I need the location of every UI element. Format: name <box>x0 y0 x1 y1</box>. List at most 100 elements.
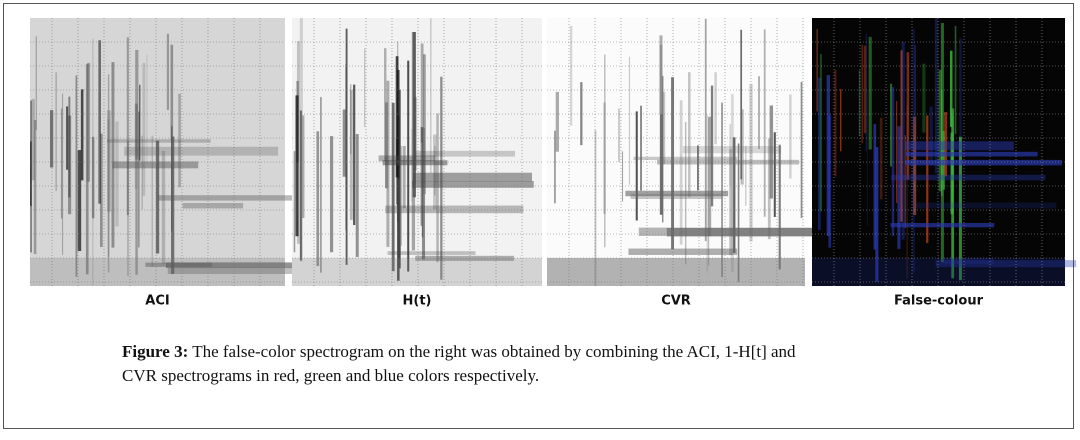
spectrogram-streak <box>697 145 699 191</box>
spectrogram-band <box>891 174 1046 181</box>
figure-panels: ACI H(t) CVR False-colour <box>30 18 1077 309</box>
spectrogram-band <box>414 150 516 157</box>
spectrogram-band <box>387 251 476 255</box>
spectrogram-streak <box>949 50 953 127</box>
figure-caption: Figure 3: The false-color spectrogram on… <box>122 340 812 388</box>
spectrogram-streak <box>950 132 954 215</box>
spectrogram-streak <box>604 54 606 248</box>
spectrogram-streak <box>107 119 110 257</box>
spectrogram-streak <box>897 126 901 249</box>
spectrogram-streak <box>926 115 929 244</box>
spectrogram-streak <box>767 138 771 240</box>
spectrogram-streak <box>944 112 948 177</box>
spectrogram-streak <box>421 126 424 238</box>
spectrogram-streak <box>662 91 666 165</box>
spectrogram-band <box>905 151 1038 157</box>
spectrogram-streak <box>938 69 942 192</box>
spectrogram <box>812 18 1077 286</box>
spectrogram-streak <box>773 132 776 217</box>
spectrogram-streak <box>98 40 101 204</box>
spectrogram-streak <box>68 96 71 198</box>
spectrogram-streak <box>440 76 443 280</box>
spectrogram-streak <box>913 149 915 192</box>
spectrogram-band <box>412 180 534 188</box>
spectrogram-band <box>943 257 994 264</box>
spectrogram-streak <box>430 18 432 174</box>
spectrogram-streak <box>141 135 143 210</box>
spectrogram-band <box>124 146 279 156</box>
spectrogram-streak <box>868 36 872 150</box>
spectrogram-streak <box>142 62 146 196</box>
spectrogram-streak <box>906 52 910 180</box>
spectrogram-band <box>167 267 304 275</box>
spectrogram-streak <box>402 145 406 209</box>
panel-label: ACI <box>145 294 169 309</box>
spectrogram-streak <box>800 81 803 218</box>
spectrogram-streak <box>866 89 868 226</box>
spectrogram-floor <box>30 258 285 286</box>
spectrogram-streak <box>434 145 436 196</box>
spectrogram-streak <box>66 106 69 170</box>
spectrogram-streak <box>364 48 366 128</box>
spectrogram-streak <box>299 18 303 262</box>
spectrogram-streak <box>407 60 410 272</box>
spectrogram-streak <box>863 45 867 134</box>
spectrogram-streak <box>412 32 416 198</box>
spectrogram-streak <box>555 91 560 152</box>
spectrogram-streak <box>420 43 424 143</box>
spectrogram-streak <box>688 72 691 198</box>
spectrogram-streak <box>422 127 426 260</box>
spectrogram-streak <box>126 37 129 216</box>
spectrogram-streak <box>171 136 175 274</box>
spectrogram-streak <box>707 116 712 237</box>
spectrogram-band <box>385 205 524 214</box>
spectrogram-band <box>165 262 315 269</box>
spectrogram-streak <box>350 84 352 155</box>
spectrogram-streak <box>816 28 818 112</box>
spectrogram-streak <box>353 84 356 226</box>
spectrogram-background <box>547 18 805 286</box>
spectrogram-band <box>628 248 738 255</box>
spectrogram-band <box>905 159 1062 166</box>
spectrogram-streak <box>570 25 573 126</box>
spectrogram-streak <box>621 151 624 202</box>
spectrogram-streak <box>865 33 868 152</box>
spectrogram-streak <box>299 110 302 261</box>
spectrogram-streak <box>721 102 723 278</box>
spectrogram-floor <box>292 258 542 286</box>
spectrogram-streak <box>659 35 663 115</box>
spectrogram-streak <box>166 33 170 111</box>
spectrogram-streak <box>580 82 583 146</box>
spectrogram-streak <box>316 131 320 267</box>
spectrogram-streak <box>85 64 89 275</box>
spectrogram-streak <box>819 53 823 212</box>
spectrogram-streak <box>423 54 426 195</box>
spectrogram-streak <box>879 117 883 200</box>
spectrogram-streak <box>679 100 683 245</box>
spectrogram-streak <box>60 108 63 219</box>
spectrogram-streak <box>913 116 917 216</box>
caption-label: Figure 3: <box>122 342 189 361</box>
spectrogram-band <box>413 172 533 182</box>
spectrogram-streak <box>30 100 32 253</box>
spectrogram <box>547 18 830 286</box>
spectrogram-streak <box>436 113 439 263</box>
spectrogram-streak <box>178 93 181 188</box>
spectrogram-streak <box>858 70 861 137</box>
spectrogram-streak <box>75 75 78 277</box>
spectrogram-streak <box>411 129 413 202</box>
spectrogram-streak <box>355 134 359 257</box>
spectrogram-streak <box>891 86 895 237</box>
spectrogram-streak <box>151 135 153 267</box>
spectrogram-streak <box>399 145 402 246</box>
spectrogram-streak <box>170 44 174 140</box>
spectrogram-streak <box>834 69 837 177</box>
spectrogram-streak <box>934 18 938 174</box>
spectrogram-streak <box>420 127 423 226</box>
spectrogram-streak <box>817 77 821 230</box>
spectrogram-band <box>638 227 816 236</box>
spectrogram-streak <box>77 150 82 252</box>
spectrogram-band <box>682 146 782 154</box>
spectrogram-streak <box>345 64 347 231</box>
spectrogram-streak <box>954 25 957 135</box>
